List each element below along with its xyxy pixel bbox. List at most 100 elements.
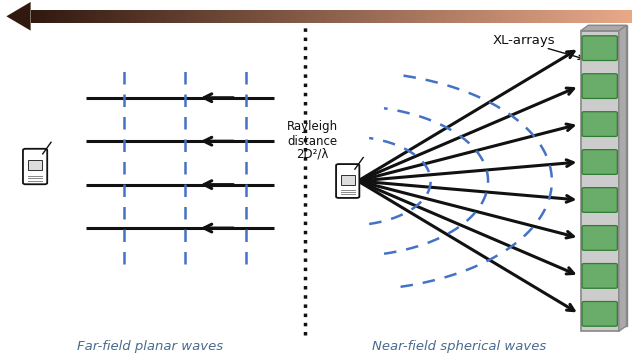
Bar (486, 10, 492, 23)
Bar (186, 10, 191, 23)
Bar (331, 10, 337, 23)
Bar (156, 10, 161, 23)
FancyBboxPatch shape (582, 188, 618, 212)
Bar (371, 10, 377, 23)
Bar (572, 10, 577, 23)
Bar (396, 10, 402, 23)
Bar (341, 10, 347, 23)
Bar (226, 10, 232, 23)
Bar (542, 10, 547, 23)
Bar (336, 10, 342, 23)
Bar (31, 10, 36, 23)
Bar (211, 10, 216, 23)
Polygon shape (581, 25, 627, 31)
Bar (447, 10, 452, 23)
Bar (412, 10, 417, 23)
Bar (196, 10, 202, 23)
Bar (512, 10, 517, 23)
Bar (96, 10, 101, 23)
Bar (281, 10, 286, 23)
Bar (151, 10, 156, 23)
Bar (28, 160, 42, 171)
Bar (346, 10, 352, 23)
Bar (567, 10, 572, 23)
Bar (401, 10, 407, 23)
Bar (588, 25, 627, 326)
Bar (501, 10, 507, 23)
Bar (591, 10, 597, 23)
Bar (101, 10, 107, 23)
Bar (56, 10, 61, 23)
Bar (556, 10, 562, 23)
Bar (115, 10, 121, 23)
Bar (231, 10, 237, 23)
Bar (161, 10, 167, 23)
Bar (171, 10, 177, 23)
Bar (507, 10, 512, 23)
Bar (621, 10, 627, 23)
Bar (46, 10, 51, 23)
Bar (477, 10, 482, 23)
Bar (481, 10, 487, 23)
Bar (366, 10, 372, 23)
Bar (136, 10, 142, 23)
Bar (386, 10, 392, 23)
Bar (551, 10, 557, 23)
Text: Far-field planar waves: Far-field planar waves (77, 340, 223, 353)
FancyBboxPatch shape (336, 164, 359, 198)
Bar (66, 10, 71, 23)
Text: Near-field spherical waves: Near-field spherical waves (372, 340, 547, 353)
Bar (421, 10, 427, 23)
Bar (241, 10, 247, 23)
Bar (80, 10, 86, 23)
Bar (597, 10, 602, 23)
Bar (251, 10, 256, 23)
Bar (36, 10, 41, 23)
Bar (491, 10, 497, 23)
Bar (106, 10, 112, 23)
Bar (181, 10, 186, 23)
Bar (236, 10, 242, 23)
Bar (582, 10, 587, 23)
Bar (141, 10, 147, 23)
Bar (616, 10, 622, 23)
Bar (516, 10, 522, 23)
Bar (561, 10, 567, 23)
Bar (111, 10, 116, 23)
Bar (131, 10, 137, 23)
Bar (581, 31, 619, 331)
Bar (356, 10, 362, 23)
Bar (321, 10, 327, 23)
Bar (471, 10, 477, 23)
Bar (301, 10, 307, 23)
FancyBboxPatch shape (582, 302, 618, 326)
Bar (176, 10, 182, 23)
Bar (521, 10, 527, 23)
Bar (166, 10, 172, 23)
Bar (577, 10, 582, 23)
Bar (76, 10, 82, 23)
Bar (191, 10, 197, 23)
Text: 2D²/λ: 2D²/λ (297, 147, 329, 160)
Bar (431, 10, 437, 23)
Bar (85, 10, 91, 23)
Bar (41, 10, 47, 23)
Bar (391, 10, 397, 23)
Bar (326, 10, 332, 23)
Bar (256, 10, 262, 23)
Bar (246, 10, 251, 23)
Bar (547, 10, 552, 23)
Bar (71, 10, 77, 23)
Bar (50, 10, 56, 23)
Bar (276, 10, 281, 23)
Bar (436, 10, 442, 23)
Bar (441, 10, 447, 23)
Bar (341, 175, 355, 185)
Bar (612, 10, 617, 23)
Bar (271, 10, 277, 23)
Bar (351, 10, 357, 23)
Bar (286, 10, 292, 23)
Bar (416, 10, 422, 23)
FancyBboxPatch shape (582, 264, 618, 288)
Polygon shape (619, 25, 627, 331)
